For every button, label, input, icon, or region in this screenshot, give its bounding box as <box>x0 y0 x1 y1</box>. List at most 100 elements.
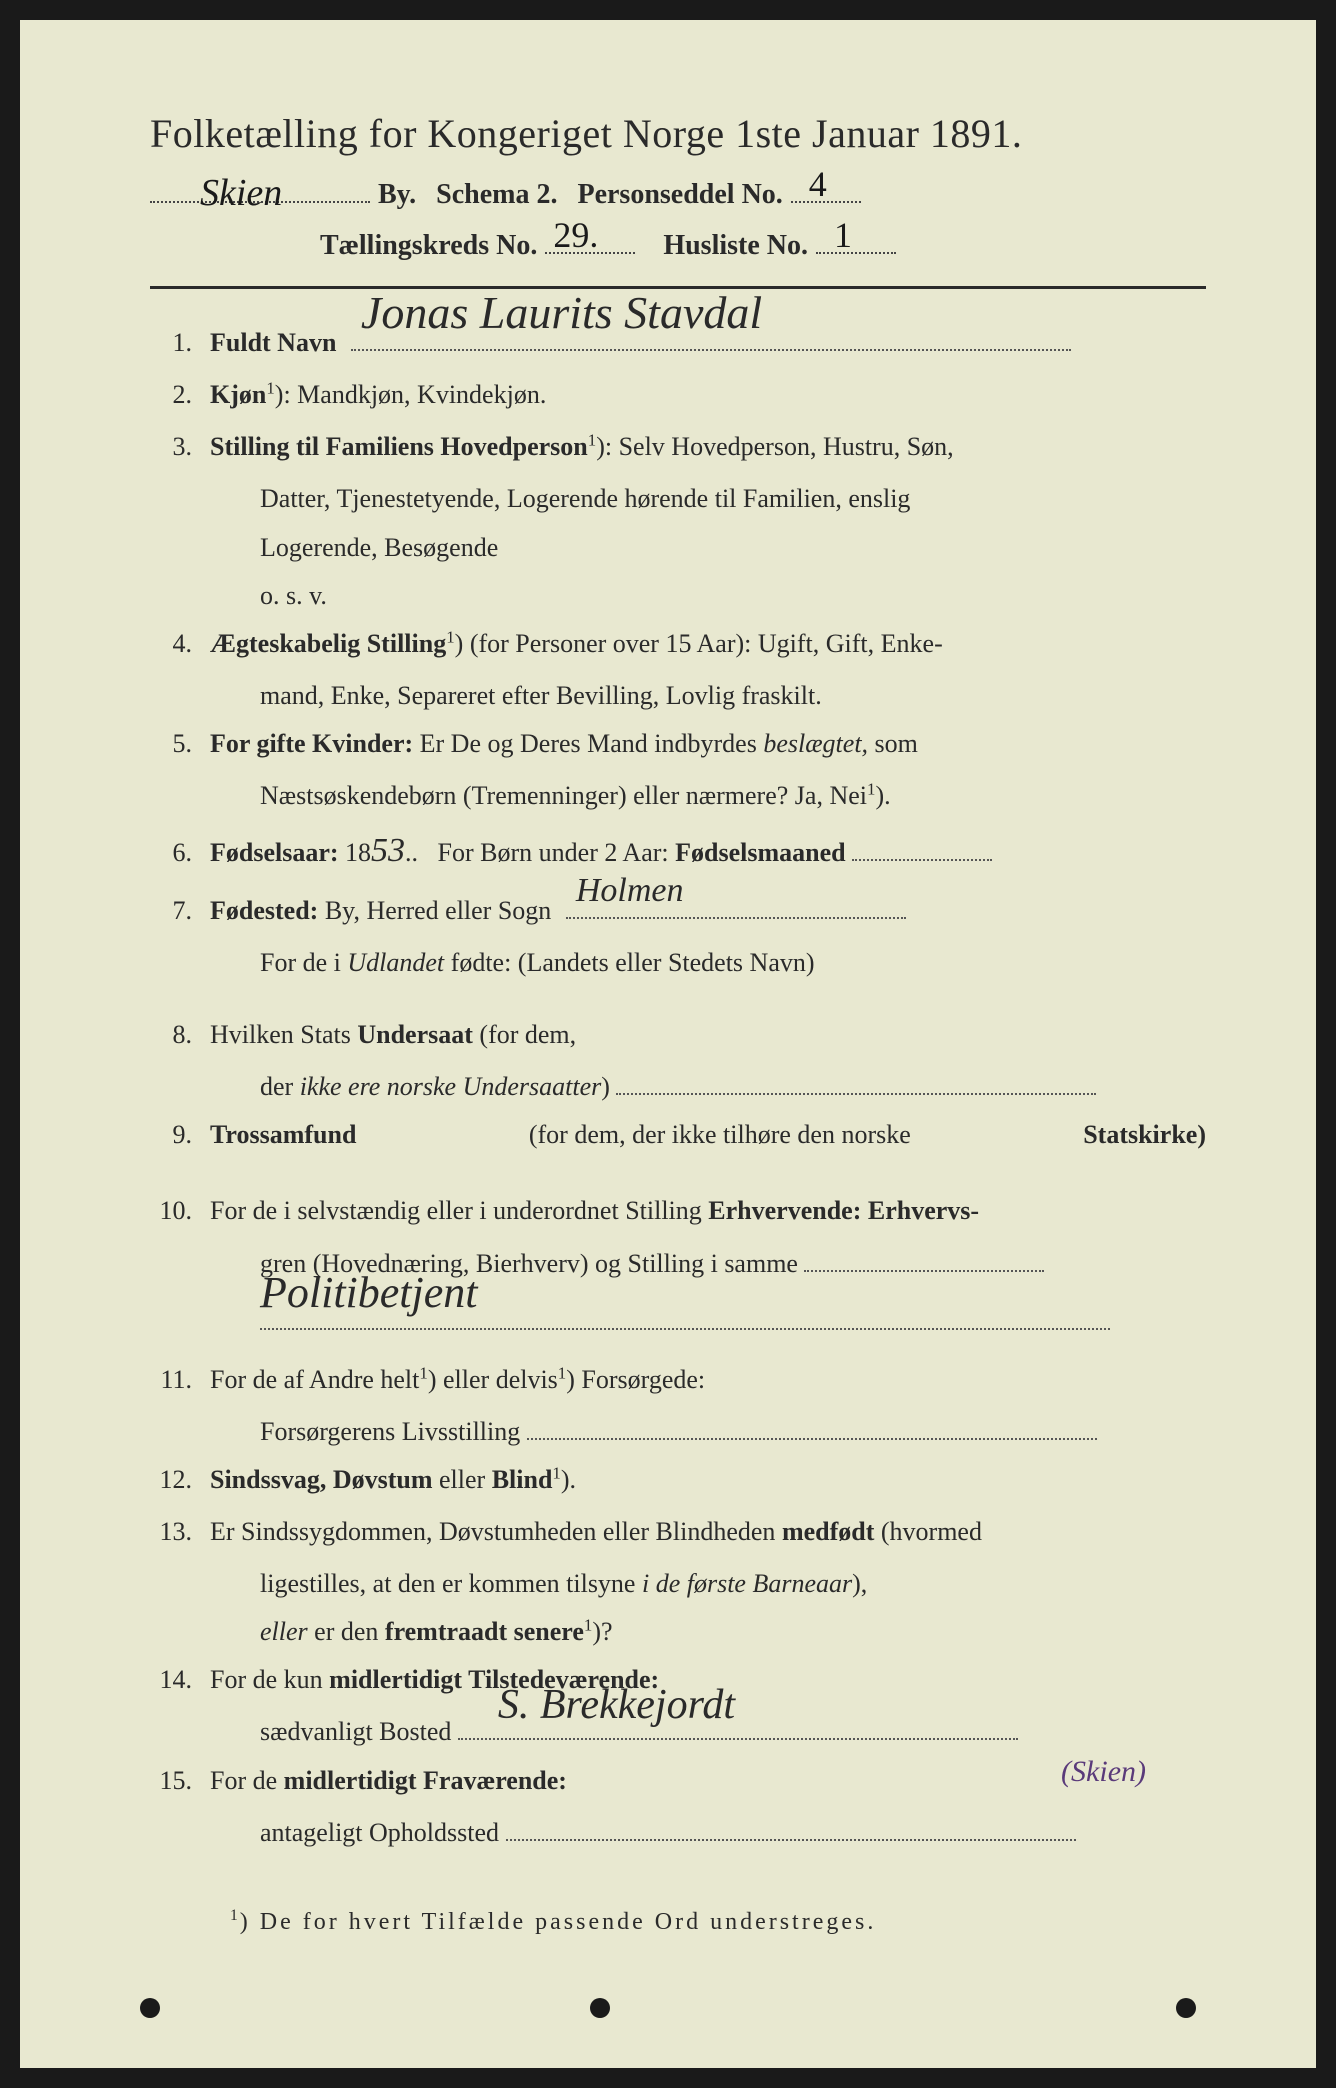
row-12: 12. Sindssvag, Døvstum eller Blind1). <box>150 1456 1206 1504</box>
q11-b: ) eller delvis <box>428 1365 558 1394</box>
husliste-field: 1 <box>816 221 896 255</box>
q3-line3: Logerende, Besøgende <box>150 524 1206 572</box>
by-label: By. <box>378 179 416 211</box>
q5-line2: Næstsøskendebørn (Tremenninger) eller næ… <box>150 772 1206 820</box>
num-5: 5. <box>150 720 210 768</box>
q9-a: Trossamfund <box>210 1111 356 1159</box>
q14-a: For de kun <box>210 1665 323 1694</box>
q6-c: Fødselsmaaned <box>675 838 845 867</box>
kreds-value: 29. <box>553 214 598 256</box>
q11-sup1: 1 <box>419 1363 427 1382</box>
footnote-text: ) De for hvert Tilfælde passende Ord und… <box>240 1909 877 1935</box>
q5-c: beslægtet, <box>763 729 868 758</box>
num-1: 1. <box>150 319 210 367</box>
q10-a: For de i selvstændig eller i underordnet… <box>210 1196 702 1225</box>
q1-value: Jonas Laurits Stavdal <box>361 270 762 355</box>
content-2: Kjøn1): Mandkjøn, Kvindekjøn. <box>210 371 1206 419</box>
q5-d: som <box>875 729 918 758</box>
row-1: 1. Fuldt Navn Jonas Laurits Stavdal <box>150 319 1206 367</box>
content-5: For gifte Kvinder: Er De og Deres Mand i… <box>210 720 1206 768</box>
schema-label: Schema 2. <box>436 179 557 211</box>
num-7: 7. <box>150 887 210 935</box>
q9-b: (for dem, der ikke tilhøre den norske <box>529 1111 911 1159</box>
q15-b: midlertidigt Fraværende: <box>284 1766 567 1795</box>
city-value: Skien <box>200 171 282 205</box>
hole-mark-left <box>140 1998 160 2018</box>
num-3: 3. <box>150 423 210 471</box>
q7-value: Holmen <box>576 860 684 923</box>
q1-label: Fuldt Navn <box>210 328 336 357</box>
kreds-field: 29. <box>545 221 635 255</box>
content-3: Stilling til Familiens Hovedperson1): Se… <box>210 423 1206 471</box>
num-6: 6. <box>150 829 210 877</box>
content-6: Fødselsaar: 1853.. For Børn under 2 Aar:… <box>210 820 1206 883</box>
q13-f: ), <box>852 1569 867 1598</box>
form-header: Folketælling for Kongeriget Norge 1ste J… <box>150 110 1206 262</box>
q1-field: Jonas Laurits Stavdal <box>351 325 1071 351</box>
q13-i: fremtraadt senere <box>385 1617 584 1646</box>
content-15: For de midlertidigt Fraværende: <box>210 1757 1206 1805</box>
spacer-7-8 <box>150 987 1206 1011</box>
q7-d: Udlandet <box>347 948 444 977</box>
num-13: 13. <box>150 1508 210 1556</box>
num-4: 4. <box>150 620 210 668</box>
census-form-page: Folketælling for Kongeriget Norge 1ste J… <box>20 20 1316 2068</box>
row-9: 9. Trossamfund (for dem, der ikke tilhør… <box>150 1111 1206 1159</box>
q4-a: Ægteskabelig Stilling <box>210 629 446 658</box>
q7-field: Holmen <box>566 893 906 919</box>
personseddel-value: 4 <box>809 163 827 205</box>
content-12: Sindssvag, Døvstum eller Blind1). <box>210 1456 1206 1504</box>
q8-line2: der ikke ere norske Undersaatter) <box>150 1063 1206 1111</box>
q4-sup: 1 <box>446 627 454 646</box>
q12-d: ). <box>561 1465 576 1494</box>
q11-field <box>527 1414 1097 1440</box>
content-4: Ægteskabelig Stilling1) (for Personer ov… <box>210 620 1206 668</box>
q14-value2: (Skien) <box>1061 1744 1146 1800</box>
row-10: 10. For de i selvstændig eller i underor… <box>150 1187 1206 1235</box>
row-7: 7. Fødested: By, Herred eller Sogn Holme… <box>150 887 1206 935</box>
row-15: 15. For de midlertidigt Fraværende: <box>150 1757 1206 1805</box>
num-15: 15. <box>150 1757 210 1805</box>
content-10: For de i selvstændig eller i underordnet… <box>210 1187 1206 1235</box>
row-11: 11. For de af Andre helt1) eller delvis1… <box>150 1356 1206 1404</box>
content-11: For de af Andre helt1) eller delvis1) Fo… <box>210 1356 1206 1404</box>
q13-line3: eller er den fremtraadt senere1)? <box>150 1608 1206 1656</box>
q3-a: Stilling til Familiens Hovedperson <box>210 432 588 461</box>
content-8: Hvilken Stats Undersaat (for dem, <box>210 1011 1206 1059</box>
q13-a: Er Sindssygdommen, Døvstumheden eller Bl… <box>210 1517 775 1546</box>
row-13: 13. Er Sindssygdommen, Døvstumheden elle… <box>150 1508 1206 1556</box>
main-title: Folketælling for Kongeriget Norge 1ste J… <box>150 110 1206 157</box>
q13-line2: ligestilles, at den er kommen tilsyne i … <box>150 1560 1206 1608</box>
q6-year-prefix: 18 <box>345 838 371 867</box>
row-2: 2. Kjøn1): Mandkjøn, Kvindekjøn. <box>150 371 1206 419</box>
q11-line2: Forsørgerens Livsstilling <box>150 1408 1206 1456</box>
q11-c: ) Forsørgede: <box>566 1365 705 1394</box>
q13-d: ligestilles, at den er kommen tilsyne <box>260 1569 635 1598</box>
q13-h: er den <box>314 1617 378 1646</box>
q13-b: medfødt <box>782 1517 874 1546</box>
q10-field1 <box>804 1246 1044 1272</box>
q12-sup: 1 <box>552 1463 560 1482</box>
q10-value: Politibetjent <box>260 1252 478 1333</box>
q14-line2: sædvanligt Bosted S. Brekkejordt (Skien) <box>150 1708 1206 1756</box>
q12-a: Sindssvag, Døvstum <box>210 1465 433 1494</box>
q7-b: By, Herred eller Sogn <box>325 896 551 925</box>
q3-line4: o. s. v. <box>150 572 1206 620</box>
personseddel-label: Personseddel No. <box>577 179 782 211</box>
q2-rest: ): Mandkjøn, Kvindekjøn. <box>275 380 547 409</box>
num-2: 2. <box>150 371 210 419</box>
q4-line2: mand, Enke, Separeret efter Bevilling, L… <box>150 672 1206 720</box>
q14-value: S. Brekkejordt <box>498 1667 735 1745</box>
hole-mark-center <box>590 1998 610 2018</box>
q15-c: antageligt Opholdssted <box>260 1818 499 1847</box>
q11-a: For de af Andre helt <box>210 1365 419 1394</box>
q6-a: Fødselsaar: <box>210 838 339 867</box>
spacer-9-10 <box>150 1163 1206 1187</box>
q3-b: ): Selv Hovedperson, Hustru, Søn, <box>596 432 953 461</box>
q2-sup: 1 <box>266 379 274 398</box>
q10-b: Erhvervende: Erhvervs- <box>708 1196 979 1225</box>
q13-e: i de første Barneaar <box>642 1569 852 1598</box>
q14-field: S. Brekkejordt <box>458 1714 1018 1740</box>
row-8: 8. Hvilken Stats Undersaat (for dem, <box>150 1011 1206 1059</box>
q12-b: eller <box>439 1465 485 1494</box>
